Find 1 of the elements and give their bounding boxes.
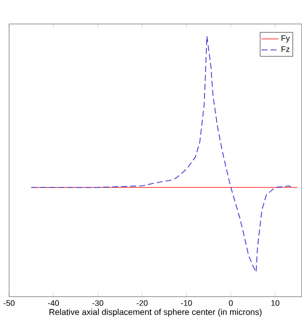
x-axis-title: Relative axial displacement of sphere center (in microns) (49, 308, 262, 317)
